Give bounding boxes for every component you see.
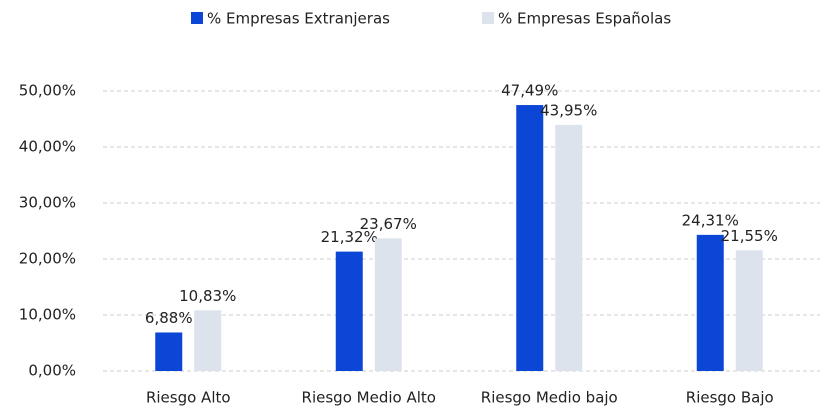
x-tick-label: Riesgo Alto <box>146 389 231 407</box>
y-tick-label: 10,00% <box>19 306 76 324</box>
legend-swatch <box>482 12 494 24</box>
bar <box>735 250 763 371</box>
data-label: 21,55% <box>721 227 778 245</box>
bar <box>155 332 183 371</box>
legend-swatch <box>191 12 203 24</box>
x-tick-label: Riesgo Bajo <box>686 389 774 407</box>
bar <box>374 238 402 371</box>
x-tick-label: Riesgo Medio bajo <box>481 389 618 407</box>
data-label: 10,83% <box>179 287 236 305</box>
data-label: 24,31% <box>682 211 739 229</box>
data-label: 23,67% <box>360 215 417 233</box>
x-tick-label: Riesgo Medio Alto <box>302 389 436 407</box>
bar <box>194 310 222 371</box>
bar <box>516 105 544 371</box>
data-label: 6,88% <box>145 309 193 327</box>
y-tick-label: 0,00% <box>28 362 76 380</box>
y-tick-label: 50,00% <box>19 82 76 100</box>
data-label: 21,32% <box>321 228 378 246</box>
legend-label: % Empresas Extranjeras <box>207 10 390 28</box>
legend-label: % Empresas Españolas <box>498 10 671 28</box>
y-tick-label: 20,00% <box>19 250 76 268</box>
data-label: 47,49% <box>501 82 558 100</box>
data-label: 43,95% <box>540 101 597 119</box>
y-tick-label: 40,00% <box>19 138 76 156</box>
bar <box>555 124 583 371</box>
y-tick-label: 30,00% <box>19 194 76 212</box>
bar <box>335 251 363 371</box>
bar <box>696 234 724 371</box>
